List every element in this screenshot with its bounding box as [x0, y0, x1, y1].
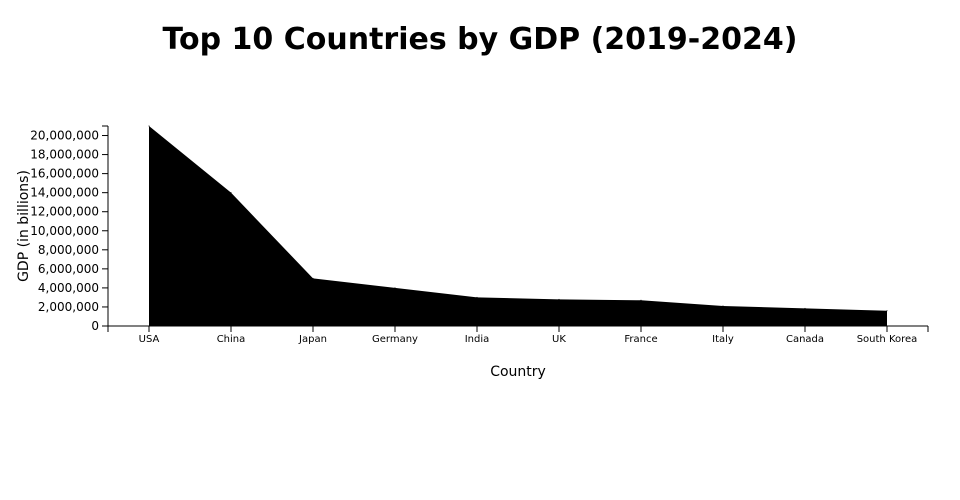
y-tick-label: 6,000,000	[38, 262, 99, 276]
data-point-france	[640, 299, 642, 301]
data-point-uk	[558, 298, 560, 300]
y-tick-label: 8,000,000	[38, 243, 99, 257]
y-tick-label: 2,000,000	[38, 300, 99, 314]
x-tick-label-canada: Canada	[786, 334, 824, 345]
x-tick-label-italy: Italy	[712, 334, 734, 345]
y-axis-label: GDP (in billions)	[16, 170, 32, 282]
data-point-canada	[804, 307, 806, 309]
area-layer	[148, 125, 888, 326]
y-tick-label: 18,000,000	[30, 148, 99, 162]
x-tick-label-uk: UK	[552, 334, 566, 345]
x-tick-label-india: India	[465, 334, 490, 345]
y-tick-label: 20,000,000	[30, 129, 99, 143]
y-tick-label: 4,000,000	[38, 281, 99, 295]
data-point-italy	[722, 305, 724, 307]
data-point-japan	[312, 277, 314, 279]
y-tick-label: 12,000,000	[30, 205, 99, 219]
y-tick-label: 14,000,000	[30, 186, 99, 200]
data-point-india	[476, 296, 478, 298]
x-axis: USA China Japan Germany India UK France Italy Ca…	[107, 325, 929, 345]
data-point-germany	[394, 287, 396, 289]
x-tick-label-south-korea: South Korea	[857, 334, 918, 345]
x-axis-label: Country	[490, 364, 546, 380]
x-tick-label-france: France	[624, 334, 657, 345]
y-axis: 0 2,000,000 4,000,000 6,000,000 8,000,000 10,…	[30, 125, 109, 333]
x-tick-label-usa: USA	[139, 334, 160, 345]
x-tick-label-germany: Germany	[372, 334, 418, 345]
data-point-south-korea	[886, 310, 888, 312]
chart-title: Top 10 Countries by GDP (2019-2024)	[162, 22, 798, 57]
y-tick-label: 16,000,000	[30, 167, 99, 181]
data-point-usa	[148, 125, 150, 127]
x-tick-label-china: China	[217, 334, 246, 345]
data-point-china	[230, 192, 232, 194]
gdp-area	[149, 126, 887, 326]
y-tick-label: 10,000,000	[30, 224, 99, 238]
x-tick-label-japan: Japan	[298, 334, 327, 345]
y-tick-label: 0	[91, 319, 99, 333]
